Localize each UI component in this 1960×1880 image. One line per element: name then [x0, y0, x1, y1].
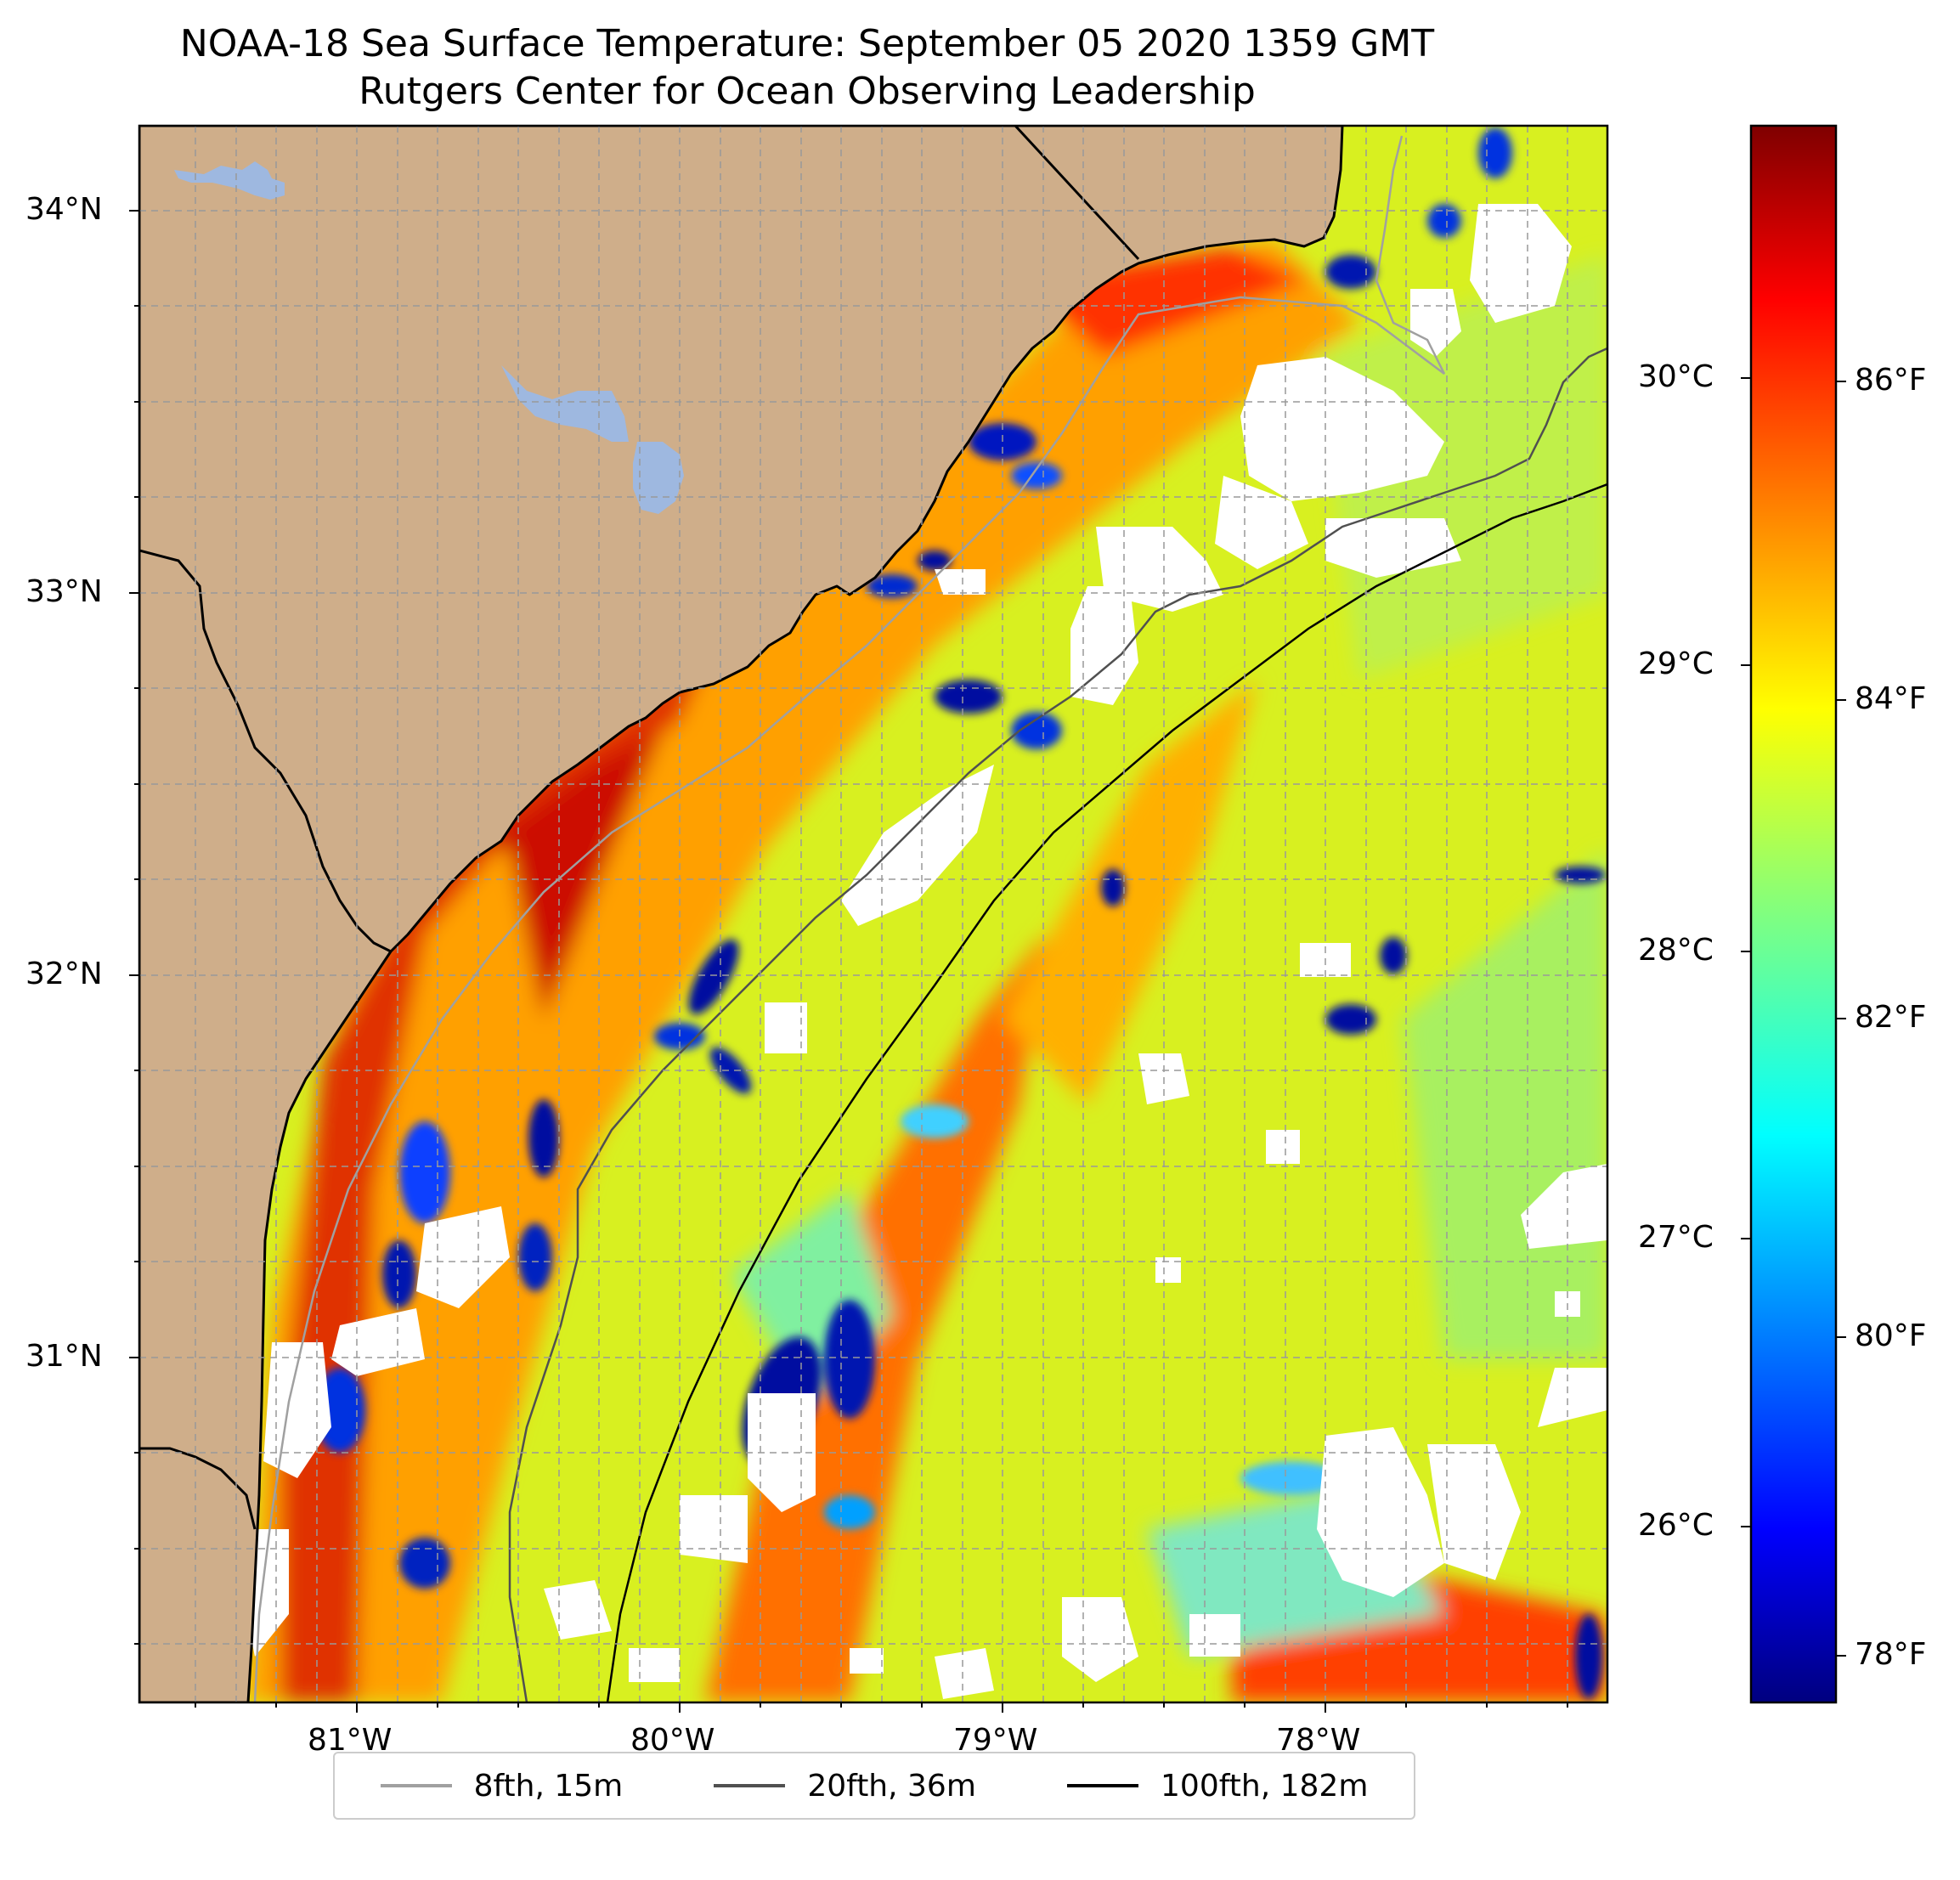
- legend-swatch-20fth: [714, 1784, 786, 1787]
- map-title-line1: NOAA-18 Sea Surface Temperature: Septemb…: [179, 22, 1435, 65]
- legend-item-8fth: 8fth, 15m: [380, 1768, 624, 1804]
- lat-label-31n: 31°N: [25, 1339, 103, 1374]
- map-title-line2: Rutgers Center for Ocean Observing Leade…: [359, 70, 1256, 113]
- contour-20fth: [508, 347, 1607, 1702]
- axis-ticks: [129, 210, 1568, 1713]
- legend-swatch-8fth: [380, 1784, 452, 1787]
- lake-north: [174, 161, 285, 200]
- contour-8fth: [253, 135, 1446, 1702]
- lat-label-34n: 34°N: [25, 192, 103, 227]
- sst-map: [139, 126, 1607, 1702]
- legend-item-20fth: 20fth, 36m: [714, 1769, 976, 1804]
- cbar-label-28c: 28°C: [1638, 933, 1714, 968]
- cbar-label-82f: 82°F: [1855, 1000, 1927, 1035]
- lat-label-33n: 33°N: [25, 574, 103, 609]
- cbar-label-80f: 80°F: [1855, 1318, 1927, 1353]
- cbar-label-84f: 84°F: [1855, 681, 1927, 716]
- map-frame: [138, 124, 1609, 1704]
- contour-100fth: [606, 483, 1607, 1702]
- lake-moultrie: [633, 442, 684, 514]
- colorbar-ticks: [1741, 377, 1846, 1657]
- cbar-label-86f: 86°F: [1855, 363, 1927, 398]
- bathymetry-contours: [253, 135, 1607, 1702]
- colorbar: [1749, 124, 1838, 1704]
- gridlines: [139, 126, 1607, 1702]
- land-area: [139, 126, 1344, 1702]
- cbar-label-26c: 26°C: [1638, 1508, 1714, 1543]
- legend-label-100fth: 100fth, 182m: [1161, 1768, 1369, 1804]
- legend-swatch-100fth: [1067, 1784, 1139, 1787]
- legend-item-100fth: 100fth, 182m: [1067, 1769, 1368, 1804]
- legend-label-20fth: 20fth, 36m: [807, 1768, 976, 1804]
- cbar-label-78f: 78°F: [1855, 1637, 1927, 1672]
- no-data-patches: [246, 204, 1607, 1699]
- cbar-label-29c: 29°C: [1638, 646, 1714, 681]
- cbar-label-30c: 30°C: [1638, 359, 1714, 394]
- lat-label-32n: 32°N: [25, 957, 103, 991]
- cbar-label-27c: 27°C: [1638, 1220, 1714, 1255]
- lake-marion: [501, 365, 629, 442]
- contour-legend: 8fth, 15m 20fth, 36m 100fth, 182m: [333, 1752, 1415, 1820]
- legend-label-8fth: 8fth, 15m: [473, 1768, 624, 1804]
